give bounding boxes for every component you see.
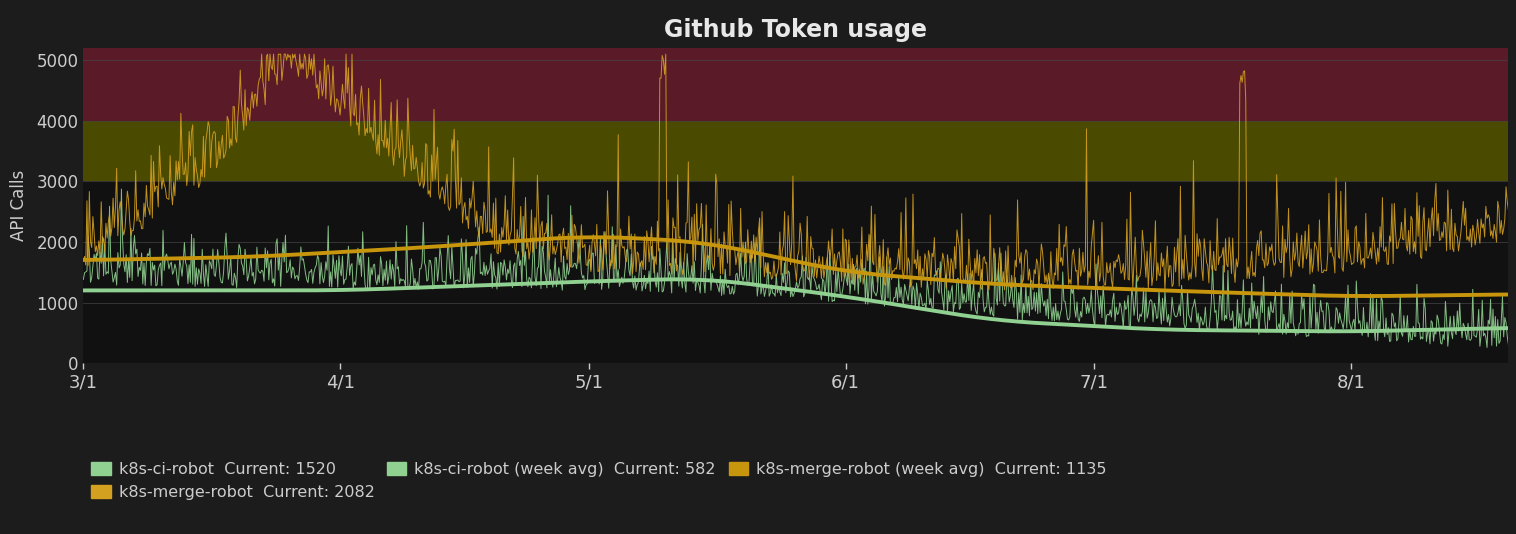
Bar [83, 182, 1508, 363]
Title: Github Token usage: Github Token usage [664, 18, 928, 42]
Bar [83, 48, 1508, 121]
Bar [83, 121, 1508, 182]
Legend: k8s-ci-robot  Current: 1520, k8s-merge-robot  Current: 2082, k8s-ci-robot (week : k8s-ci-robot Current: 1520, k8s-merge-ro… [91, 462, 1107, 500]
Y-axis label: API Calls: API Calls [11, 170, 29, 241]
